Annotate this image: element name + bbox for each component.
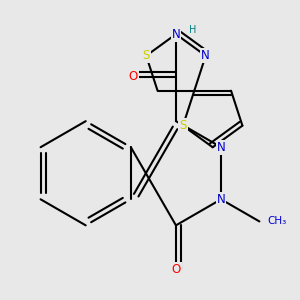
Text: N: N xyxy=(217,193,225,206)
Text: CH₃: CH₃ xyxy=(267,216,286,226)
Text: N: N xyxy=(172,28,180,41)
Text: N: N xyxy=(217,141,225,154)
Text: S: S xyxy=(179,119,187,132)
Text: N: N xyxy=(201,49,210,62)
Text: S: S xyxy=(142,49,150,62)
Text: O: O xyxy=(171,263,181,276)
Text: H: H xyxy=(189,25,196,35)
Text: O: O xyxy=(129,70,138,83)
